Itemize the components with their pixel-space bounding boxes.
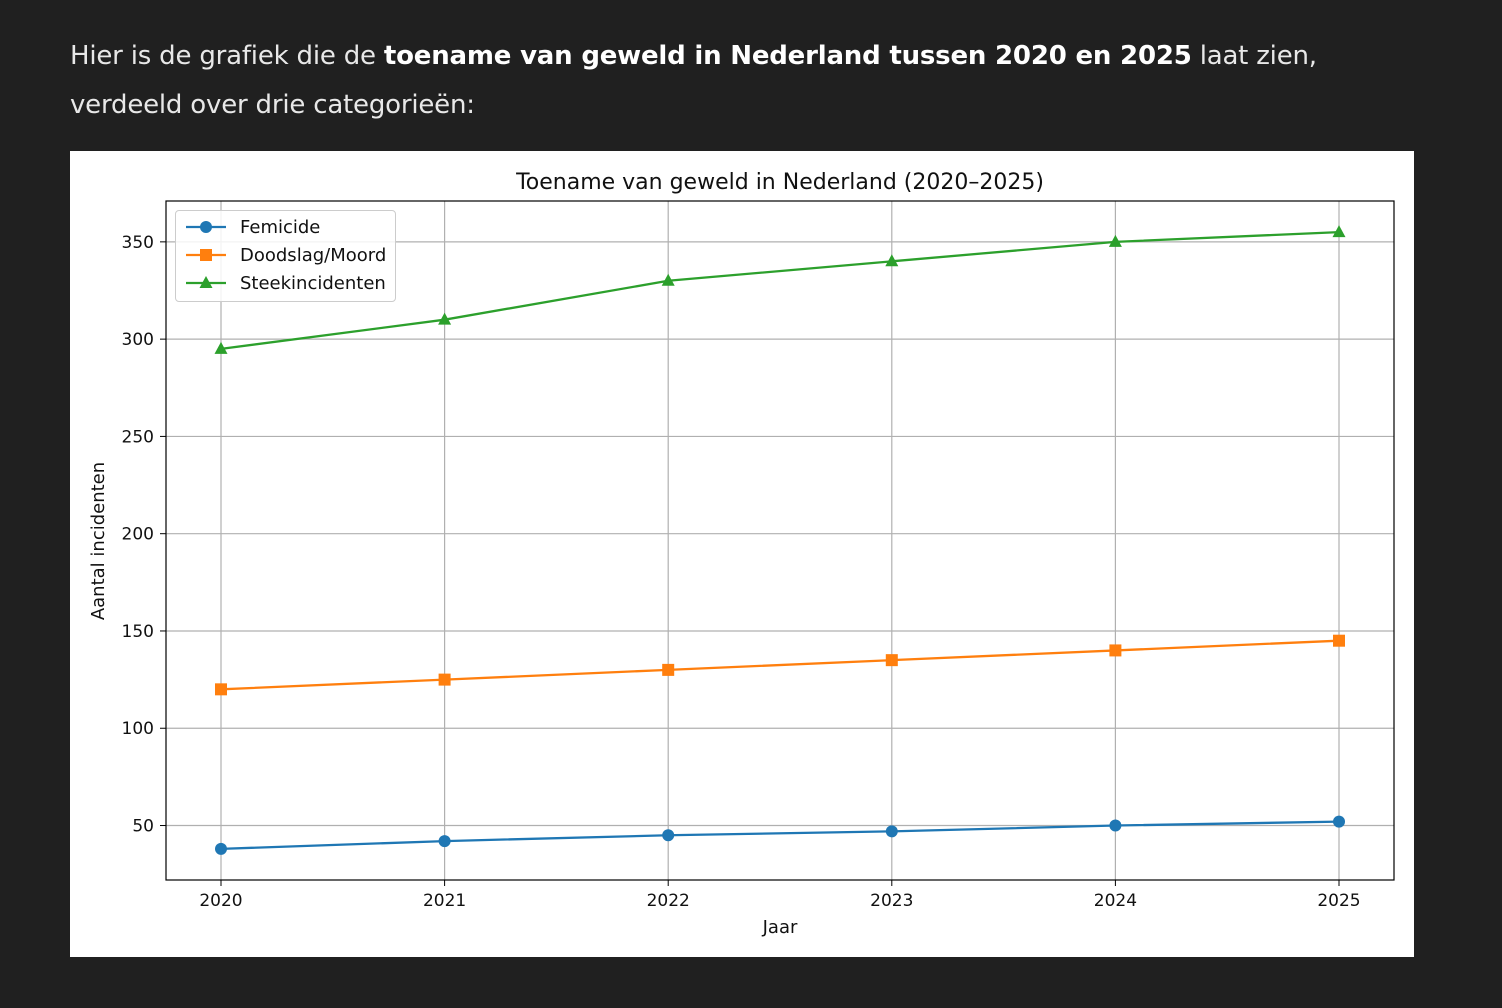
data-point-doodslag-moord bbox=[215, 683, 227, 696]
x-axis-label: Jaar bbox=[762, 917, 798, 938]
legend: Femicide Doodslag/Moord Steekincidenten bbox=[175, 210, 396, 302]
data-point-doodslag-moord bbox=[662, 663, 675, 676]
data-point-femicide bbox=[1333, 815, 1345, 828]
x-tick-label: 2020 bbox=[199, 891, 242, 911]
series-line-femicide bbox=[220, 820, 1340, 851]
y-tick-label: 150 bbox=[122, 622, 154, 642]
data-point-doodslag-moord bbox=[1333, 634, 1345, 647]
y-tick-label: 250 bbox=[122, 427, 154, 447]
data-point-steekincidenten bbox=[1332, 225, 1346, 238]
y-tick-label: 50 bbox=[132, 817, 154, 837]
y-tick-label: 200 bbox=[122, 525, 154, 545]
y-tick-label: 350 bbox=[122, 233, 154, 253]
legend-label: Doodslag/Moord bbox=[240, 244, 387, 266]
data-point-femicide bbox=[215, 842, 227, 855]
series-steekincidenten bbox=[214, 225, 1346, 354]
intro-bold: toename van geweld in Nederland tussen 2… bbox=[383, 41, 1192, 71]
legend-point-femicide bbox=[200, 221, 212, 233]
x-tick-label: 2022 bbox=[647, 891, 690, 911]
legend-label: Steekincidenten bbox=[240, 272, 386, 294]
y-tick-label: 300 bbox=[122, 330, 154, 350]
intro-text: Hier is de grafiek die de toename van ge… bbox=[70, 32, 1410, 130]
x-tick-label: 2025 bbox=[1317, 891, 1360, 911]
plot-frame bbox=[165, 200, 1395, 881]
legend-marker-steekincidenten bbox=[186, 276, 226, 288]
data-point-doodslag-moord bbox=[885, 654, 898, 667]
chart-container: 2020 2021 2022 2023 2024 2025 50 100 150 200 250 30… bbox=[70, 151, 1414, 957]
data-point-femicide bbox=[438, 835, 451, 848]
series-femicide bbox=[215, 815, 1345, 855]
legend-point-doodslag-moord bbox=[200, 249, 212, 261]
series-line-doodslag-moord bbox=[220, 639, 1340, 691]
data-point-femicide bbox=[885, 825, 898, 838]
legend-swatch-steekincidenten bbox=[184, 273, 228, 293]
legend-item-femicide: Femicide bbox=[184, 213, 320, 241]
data-point-steekincidenten bbox=[661, 273, 675, 286]
data-point-steekincidenten bbox=[438, 312, 452, 325]
data-point-femicide bbox=[1109, 819, 1122, 832]
intro-prefix: Hier is de grafiek die de bbox=[70, 41, 384, 71]
x-tick-label: 2023 bbox=[870, 891, 913, 911]
chart-title: Toename van geweld in Nederland (2020–20… bbox=[515, 170, 1044, 195]
legend-swatch-femicide bbox=[184, 217, 228, 237]
series bbox=[214, 225, 1346, 855]
legend-item-doodslag-moord: Doodslag/Moord bbox=[184, 241, 386, 269]
legend-swatch-doodslag-moord bbox=[184, 245, 228, 265]
series-line-steekincidenten bbox=[220, 230, 1340, 351]
axis-ticks: 2020 2021 2022 2023 2024 2025 50 100 150 200 250 30… bbox=[122, 233, 1361, 911]
series-doodslag-moord bbox=[215, 634, 1345, 696]
legend-point-steekincidenten bbox=[199, 276, 213, 288]
data-point-doodslag-moord bbox=[438, 673, 451, 686]
data-point-doodslag-moord bbox=[1109, 644, 1122, 657]
legend-marker-doodslag-moord bbox=[186, 249, 226, 261]
legend-item-steekincidenten: Steekincidenten bbox=[184, 269, 386, 297]
line-chart: 2020 2021 2022 2023 2024 2025 50 100 150 200 250 30… bbox=[88, 170, 1395, 938]
data-point-steekincidenten bbox=[1108, 234, 1122, 247]
x-tick-label: 2021 bbox=[423, 891, 466, 911]
legend-label: Femicide bbox=[240, 216, 321, 238]
legend-marker-femicide bbox=[186, 221, 226, 233]
intro-suffix: laat zien, verdeeld over drie categorieë… bbox=[70, 41, 1317, 120]
y-axis-label: Aantal incidenten bbox=[88, 462, 109, 620]
grid bbox=[166, 201, 1394, 880]
y-tick-label: 100 bbox=[122, 719, 154, 739]
data-point-femicide bbox=[662, 829, 675, 842]
data-point-steekincidenten bbox=[214, 341, 228, 354]
x-tick-label: 2024 bbox=[1094, 891, 1137, 911]
data-point-steekincidenten bbox=[885, 254, 899, 267]
